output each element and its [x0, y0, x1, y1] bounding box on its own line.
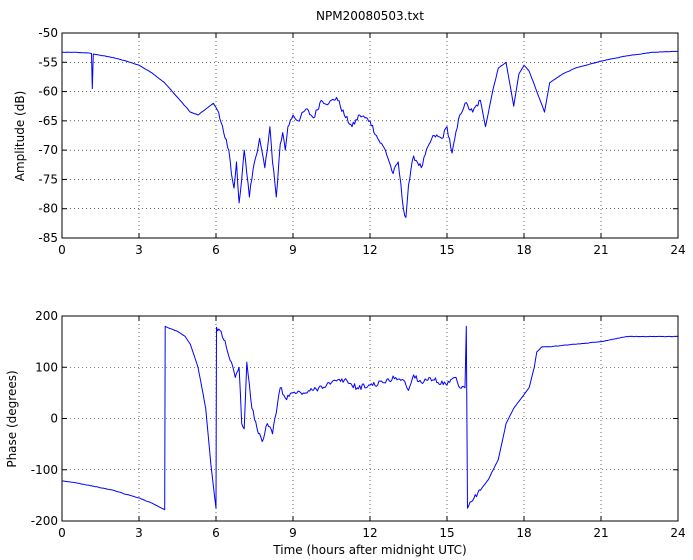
- amplitude-xtick-label: 24: [670, 243, 685, 257]
- amplitude-xtick-label: 12: [362, 243, 377, 257]
- phase-ytick-label: -100: [31, 463, 58, 477]
- amplitude-xtick-label: 21: [593, 243, 608, 257]
- phase-ytick-label: -200: [31, 514, 58, 528]
- phase-plot-frame: [61, 315, 679, 522]
- amplitude-ylabel: Amplitude (dB): [13, 91, 27, 182]
- phase-data-line: [62, 325, 679, 511]
- amplitude-xtick-label: 9: [289, 243, 297, 257]
- amplitude-ytick-label: -85: [38, 231, 58, 245]
- phase-ylabel: Phase (degrees): [5, 370, 19, 467]
- amplitude-axes: NPM20080503.txt 0 3 6 9 12 15 18 21 24 -50 -55 -60 -…: [13, 9, 686, 257]
- phase-xtick-label: 6: [212, 526, 220, 540]
- phase-series: [62, 325, 679, 511]
- amplitude-xtick-label: 18: [516, 243, 531, 257]
- amplitude-ytick-label: -70: [38, 143, 58, 157]
- amplitude-data-line: [62, 50, 679, 218]
- amplitude-ytick-label: -80: [38, 202, 58, 216]
- phase-ytick-label: 100: [35, 360, 58, 374]
- amplitude-xtick-label: 6: [212, 243, 220, 257]
- amplitude-ytick-label: -50: [38, 26, 58, 40]
- phase-ytick-label: 0: [50, 412, 58, 426]
- phase-xtick-label: 21: [593, 526, 608, 540]
- phase-xlabel: Time (hours after midnight UTC): [272, 543, 466, 557]
- amplitude-ytick-label: -75: [38, 172, 58, 186]
- amplitude-series: [62, 50, 679, 218]
- phase-xtick-label: 15: [439, 526, 454, 540]
- phase-xtick-label: 24: [670, 526, 685, 540]
- amplitude-xtick-label: 15: [439, 243, 454, 257]
- phase-xtick-label: 18: [516, 526, 531, 540]
- phase-xtick-label: 3: [135, 526, 143, 540]
- amplitude-gridlines: [62, 33, 678, 238]
- amplitude-xtick-label: 0: [58, 243, 66, 257]
- phase-xtick-label: 0: [58, 526, 66, 540]
- amplitude-xtick-label: 3: [135, 243, 143, 257]
- amplitude-ytick-label: -65: [38, 114, 58, 128]
- phase-ticks: 0 3 6 9 12 15 18 21 24 200 100 0 -100 -200: [31, 309, 686, 540]
- amplitude-ytick-label: -60: [38, 85, 58, 99]
- phase-xtick-label: 9: [289, 526, 297, 540]
- amplitude-plot-frame: [61, 32, 679, 239]
- amplitude-ticks: 0 3 6 9 12 15 18 21 24 -50 -55 -60 -65 -70 -75 -80 -85: [38, 26, 685, 257]
- phase-xtick-label: 12: [362, 526, 377, 540]
- phase-gridlines: [62, 316, 678, 521]
- amplitude-ytick-label: -55: [38, 55, 58, 69]
- chart-title: NPM20080503.txt: [316, 9, 424, 23]
- phase-axes: 0 3 6 9 12 15 18 21 24 200 100 0 -100 -200 Phase (deg…: [5, 309, 686, 557]
- phase-ytick-label: 200: [35, 309, 58, 323]
